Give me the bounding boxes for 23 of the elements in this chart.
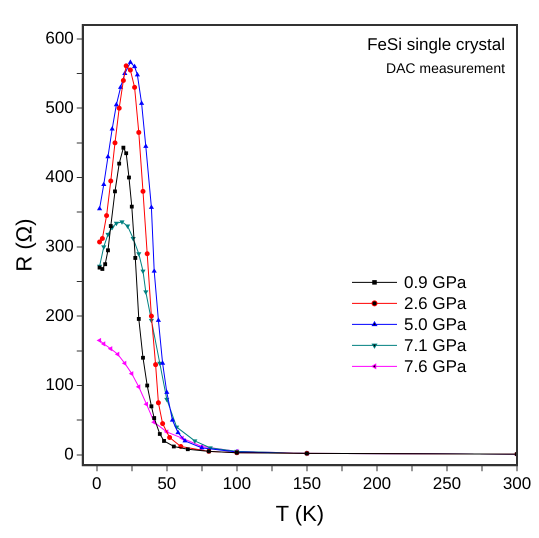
y-tick-label: 500 <box>45 98 74 117</box>
legend-label: 7.1 GPa <box>404 336 467 356</box>
y-tick-label: 600 <box>45 28 74 48</box>
x-tick-label: 150 <box>292 474 322 494</box>
y-tick-label: 0 <box>64 444 74 464</box>
x-tick-label: 200 <box>362 474 392 494</box>
annotation: FeSi single crystal <box>367 35 505 54</box>
x-tick-label: 250 <box>432 474 462 494</box>
legend-label: 7.6 GPa <box>404 357 467 376</box>
legend-label: 2.6 GPa <box>404 294 467 314</box>
y-tick-label: 100 <box>45 375 74 394</box>
y-tick-label: 400 <box>45 167 74 186</box>
x-tick-label: 100 <box>222 474 252 494</box>
x-tick-label: 300 <box>502 474 532 494</box>
y-axis-title: R (Ω) <box>11 218 36 272</box>
annotation: DAC measurement <box>386 60 506 76</box>
x-tick-label: 0 <box>92 474 102 494</box>
x-tick-label: 50 <box>157 474 176 494</box>
x-axis-title: T (K) <box>276 500 324 526</box>
y-tick-label: 300 <box>45 236 74 256</box>
legend-label: 0.9 GPa <box>404 273 467 292</box>
legend-label: 5.0 GPa <box>404 315 467 334</box>
y-tick-label: 200 <box>45 306 74 325</box>
